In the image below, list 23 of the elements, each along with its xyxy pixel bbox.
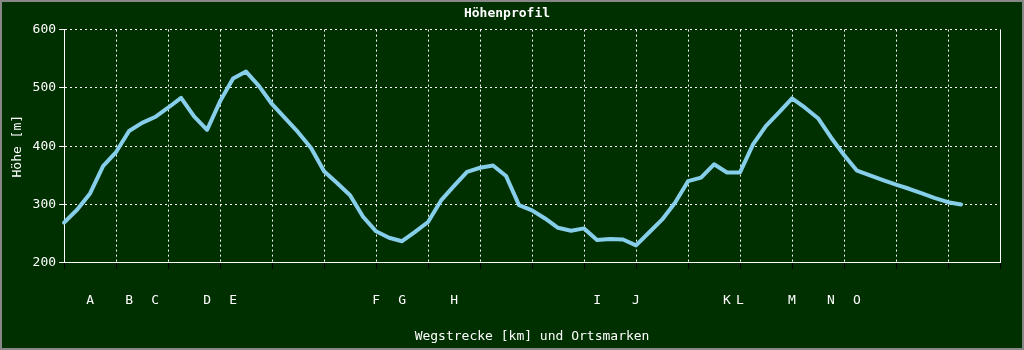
y-axis-title: Höhe [m] xyxy=(9,114,25,178)
x-tick-label: B xyxy=(125,291,134,307)
chart-title: Höhenprofil xyxy=(463,5,551,21)
y-tick-label: 200 xyxy=(32,254,57,270)
x-tick-label: D xyxy=(203,291,212,307)
x-axis-title: Wegstrecke [km] und Ortsmarken xyxy=(414,327,650,343)
y-tick-label: 300 xyxy=(32,195,57,211)
y-tick-label: 400 xyxy=(32,137,57,153)
x-tick-label: H xyxy=(450,291,458,307)
x-tick-label: K xyxy=(723,291,732,307)
x-tick-label: G xyxy=(398,291,407,307)
x-tick-label: O xyxy=(853,291,862,307)
x-tick-label: F xyxy=(372,291,381,307)
x-tick-label: E xyxy=(229,291,237,307)
x-tick-label: L xyxy=(736,291,745,307)
x-tick-label: I xyxy=(593,291,601,307)
y-tick-label: 600 xyxy=(32,20,57,36)
x-tick-label: A xyxy=(86,291,95,307)
y-tick-label: 500 xyxy=(32,79,57,95)
x-tick-label: J xyxy=(632,291,640,307)
x-tick-label: C xyxy=(151,291,159,307)
x-tick-label: N xyxy=(827,291,835,307)
x-tick-label: M xyxy=(788,291,797,307)
